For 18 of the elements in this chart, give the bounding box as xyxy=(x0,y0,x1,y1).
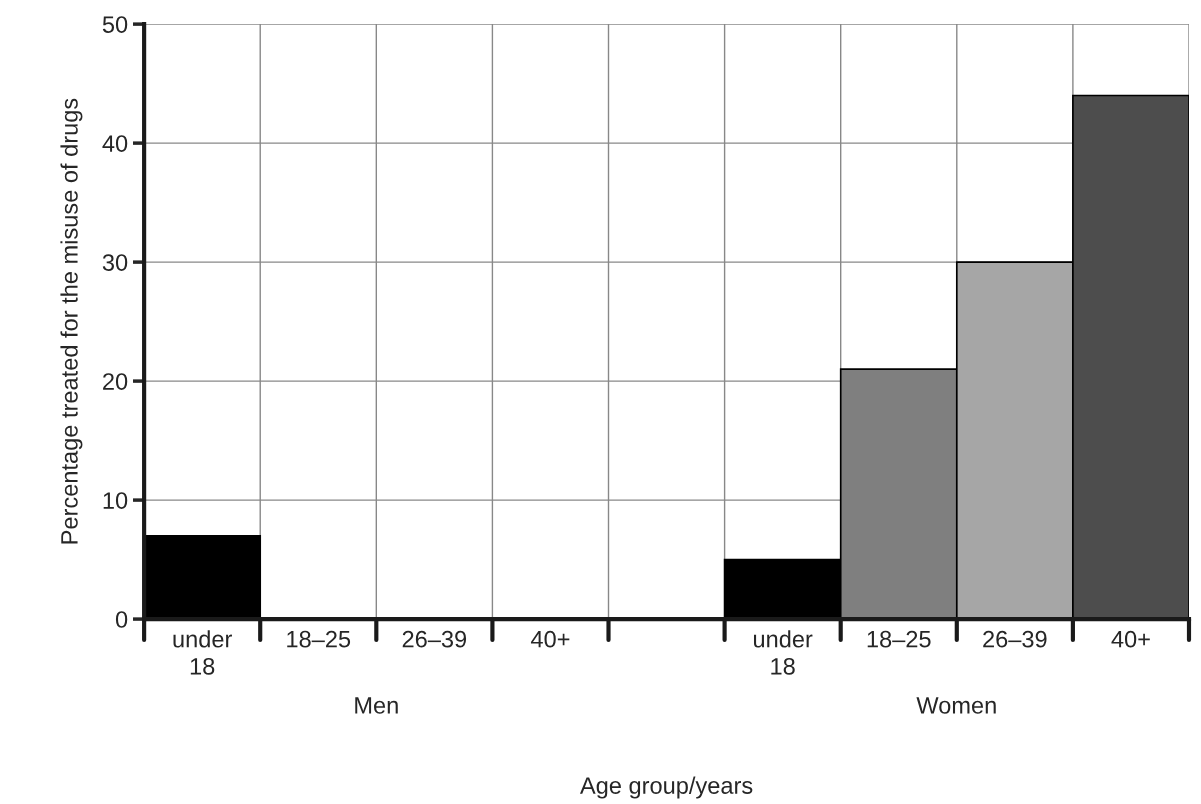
y-tick-label: 40 xyxy=(102,135,128,152)
text: Women xyxy=(916,697,996,714)
y-tick-label: 30 xyxy=(102,254,128,271)
text: Men xyxy=(355,697,398,714)
y-axis-title: Percentage treated for the misuse of drugs xyxy=(60,98,83,544)
y-tick-label: 10 xyxy=(103,492,128,509)
y-tick-label: 20 xyxy=(103,373,128,390)
x-tick-label: under 18 xyxy=(173,630,232,675)
x-tick-label: 40+ xyxy=(1111,630,1150,648)
x-tick-label: 18–25 xyxy=(867,630,931,648)
y-tick-label: 0 xyxy=(115,611,128,628)
x-tick-label: 40+ xyxy=(530,630,570,648)
x-axis-title: Age group/years xyxy=(579,776,753,799)
x-tick-label: 18–25 xyxy=(287,630,351,648)
x-tick-label: 26–39 xyxy=(402,630,467,648)
x-tick-label: 26–39 xyxy=(983,630,1047,648)
y-tick-label: 50 xyxy=(102,16,128,33)
x-tick-label: under 18 xyxy=(754,630,813,675)
